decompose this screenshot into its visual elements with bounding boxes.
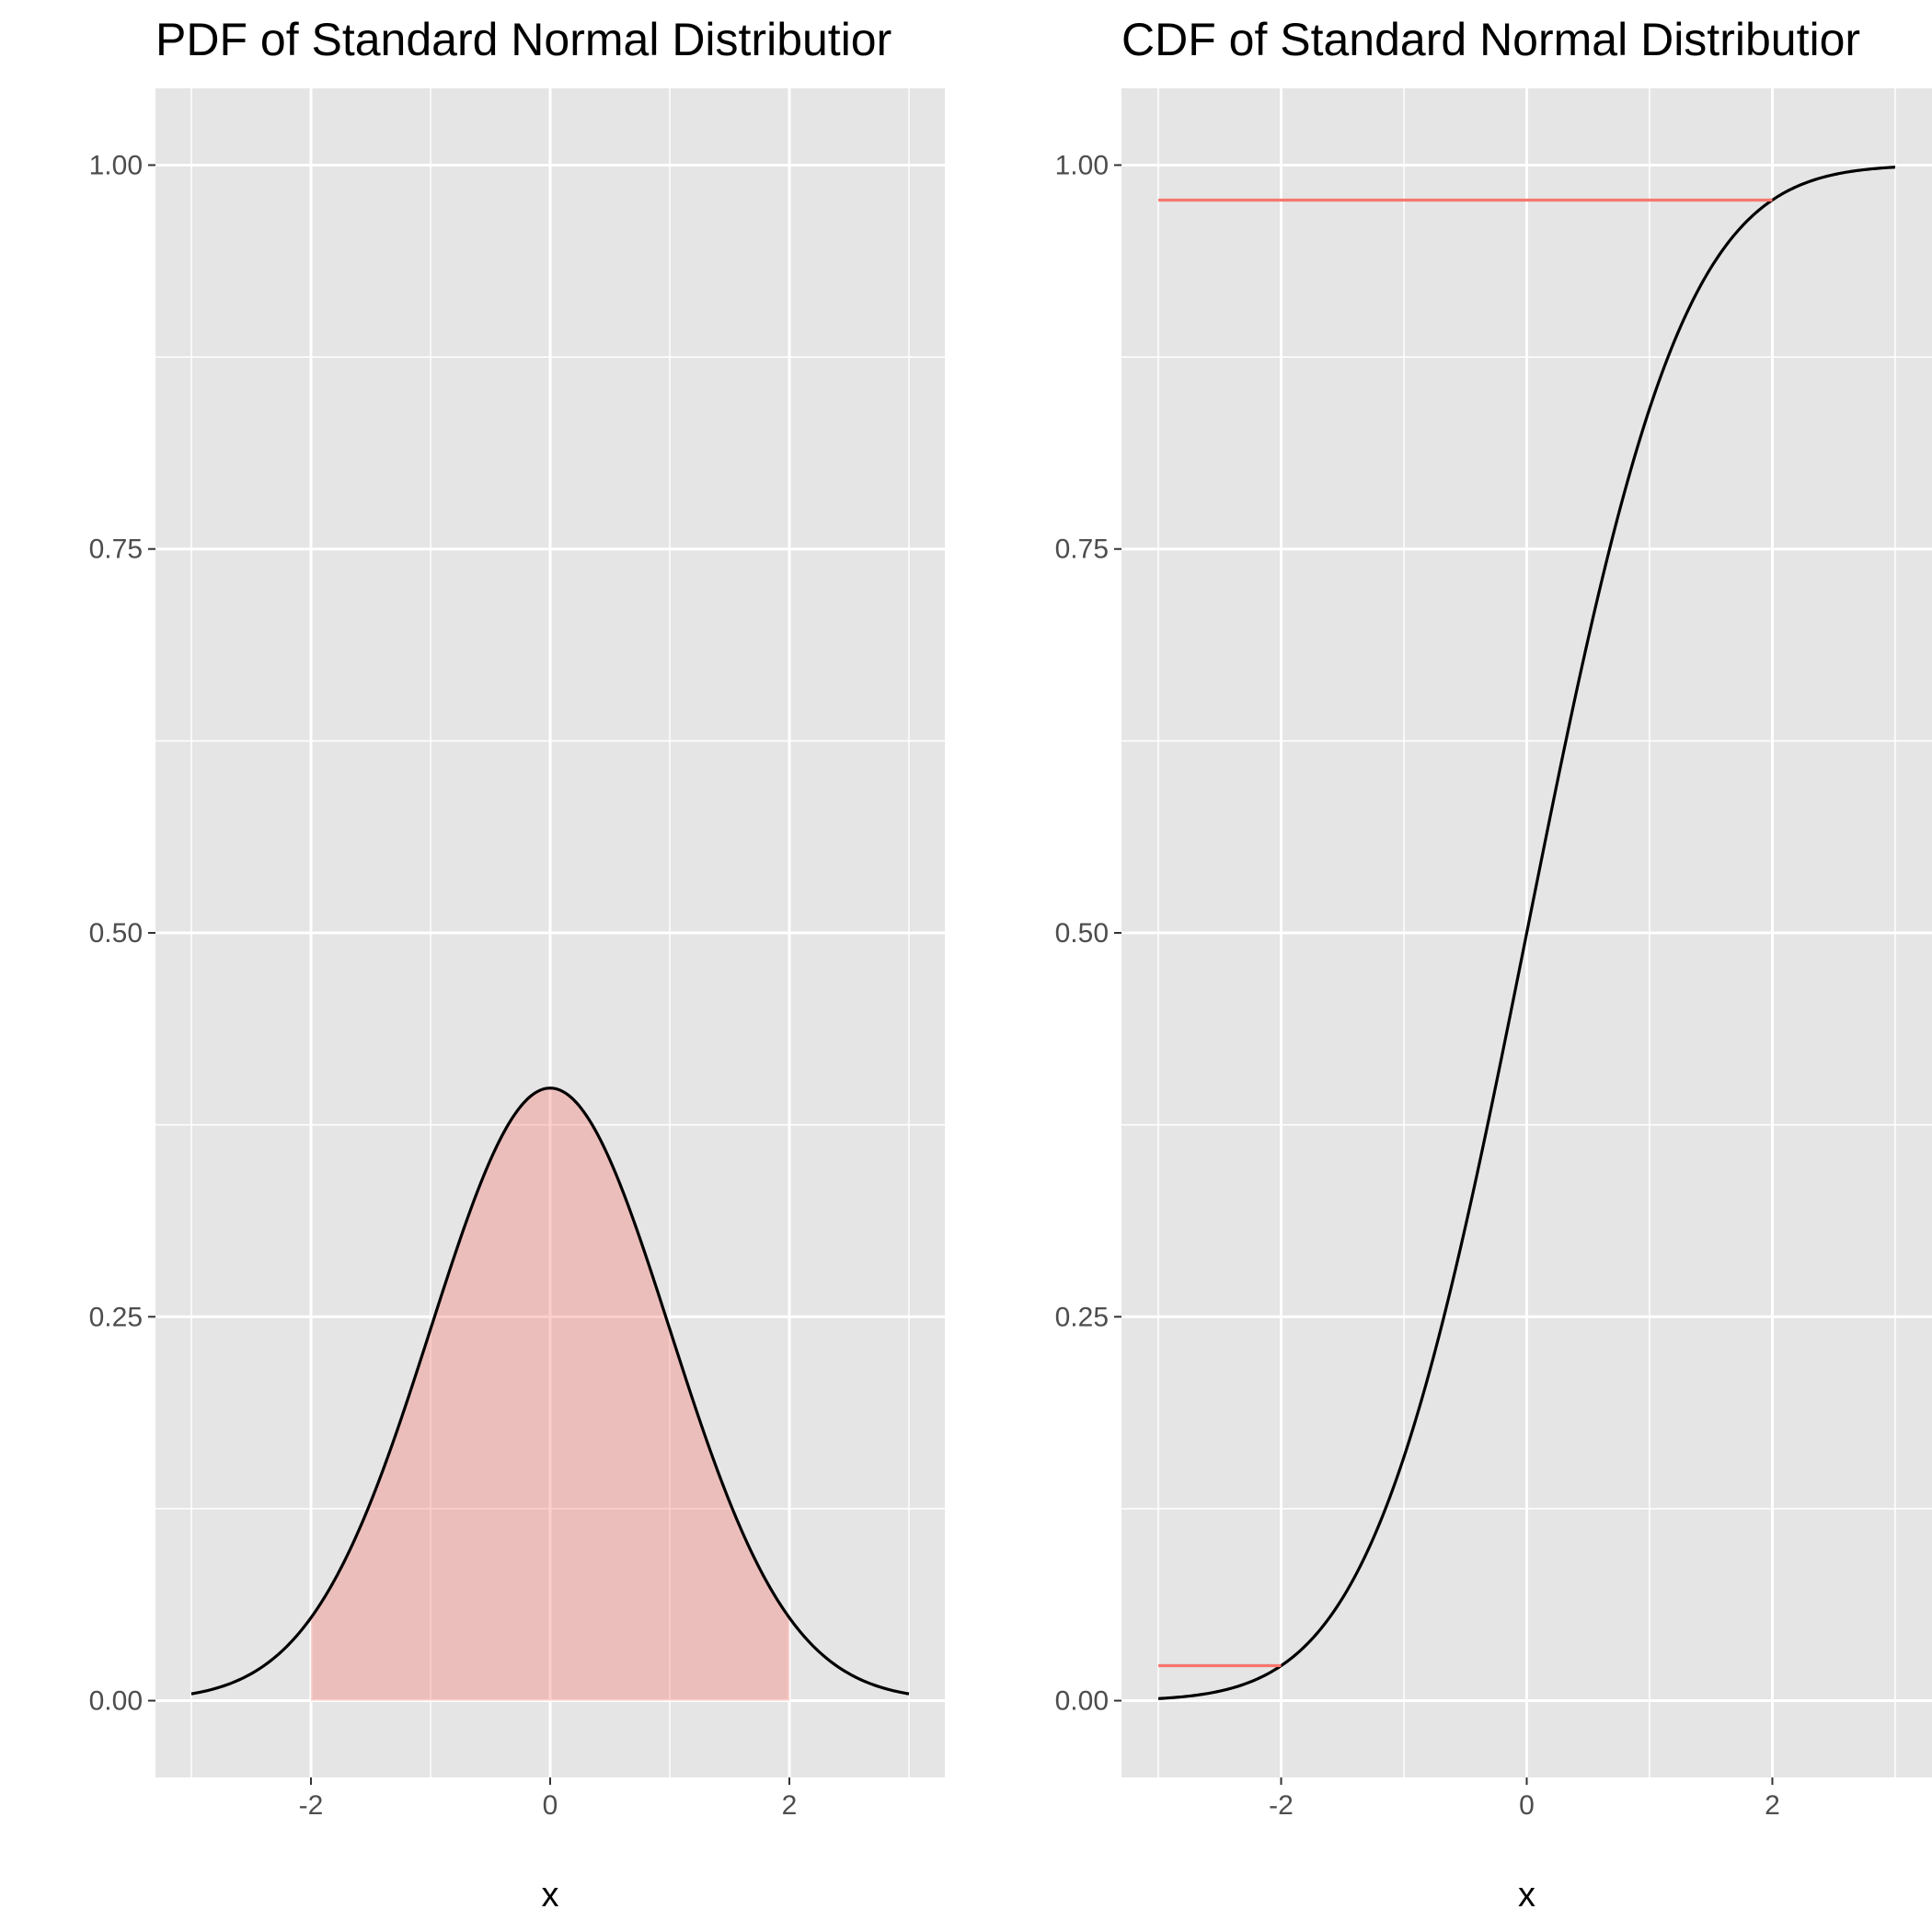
pdf-x-axis-title: x [542,1876,559,1915]
cdf-panel: 0.00 0.25 0.50 0.75 1.00 -2 0 2 x CDF of Standard… [1055,14,1932,1915]
cdf-x-tick-label: 0 [1519,1790,1535,1821]
pdf-x-tick-label: -2 [299,1790,324,1821]
pdf-y-tick-label: 0.50 [89,918,143,949]
cdf-y-tick-label: 1.00 [1055,150,1109,180]
cdf-x-tick-label: 2 [1765,1790,1780,1821]
pdf-y-tick-label: 0.75 [89,535,143,565]
pdf-panel: 0.00 0.25 0.50 0.75 1.00 -2 0 2 x PDF of Standard… [89,14,945,1915]
pdf-y-tick-label: 0.25 [89,1302,143,1332]
cdf-x-axis-title: x [1518,1876,1535,1915]
cdf-x-tick-label: -2 [1269,1790,1294,1821]
pdf-x-tick-label: 2 [782,1790,798,1821]
cdf-y-tick-label: 0.00 [1055,1686,1109,1717]
cdf-y-tick-label: 0.75 [1055,535,1109,565]
pdf-curve-line [190,1087,910,1696]
cdf-y-tick-label: 0.25 [1055,1302,1109,1332]
pdf-shaded-area [311,1087,789,1701]
pdf-x-tick-label: 0 [543,1790,558,1821]
pdf-y-tick-label: 0.00 [89,1686,143,1717]
pdf-chart-title: PDF of Standard Normal Distributior [155,14,891,65]
pdf-y-tick-label: 1.00 [89,150,143,180]
cdf-chart-title: CDF of Standard Normal Distributior [1121,14,1860,65]
cdf-y-tick-label: 0.50 [1055,918,1109,949]
